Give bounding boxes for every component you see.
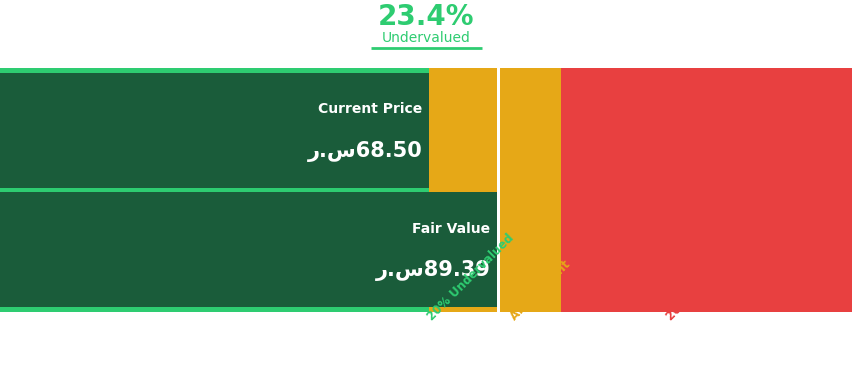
Text: Undervalued: Undervalued [382, 31, 470, 45]
Text: Current Price: Current Price [318, 103, 422, 116]
Text: 20% Overvalued: 20% Overvalued [663, 237, 748, 323]
Bar [497, 68, 499, 312]
Text: 23.4%: 23.4% [377, 3, 475, 31]
Bar [0, 192, 497, 307]
Text: ر.س89.39: ر.س89.39 [375, 260, 490, 281]
Bar [0, 68, 429, 312]
Text: About Right: About Right [508, 258, 573, 323]
Bar [561, 68, 852, 312]
Text: ر.س68.50: ر.س68.50 [307, 141, 422, 162]
Bar [0, 188, 429, 192]
Bar [0, 307, 429, 312]
Bar [0, 73, 429, 188]
Text: Fair Value: Fair Value [412, 222, 490, 236]
Text: 20% Undervalued: 20% Undervalued [424, 231, 515, 323]
Bar [429, 68, 561, 312]
Bar [0, 68, 429, 73]
